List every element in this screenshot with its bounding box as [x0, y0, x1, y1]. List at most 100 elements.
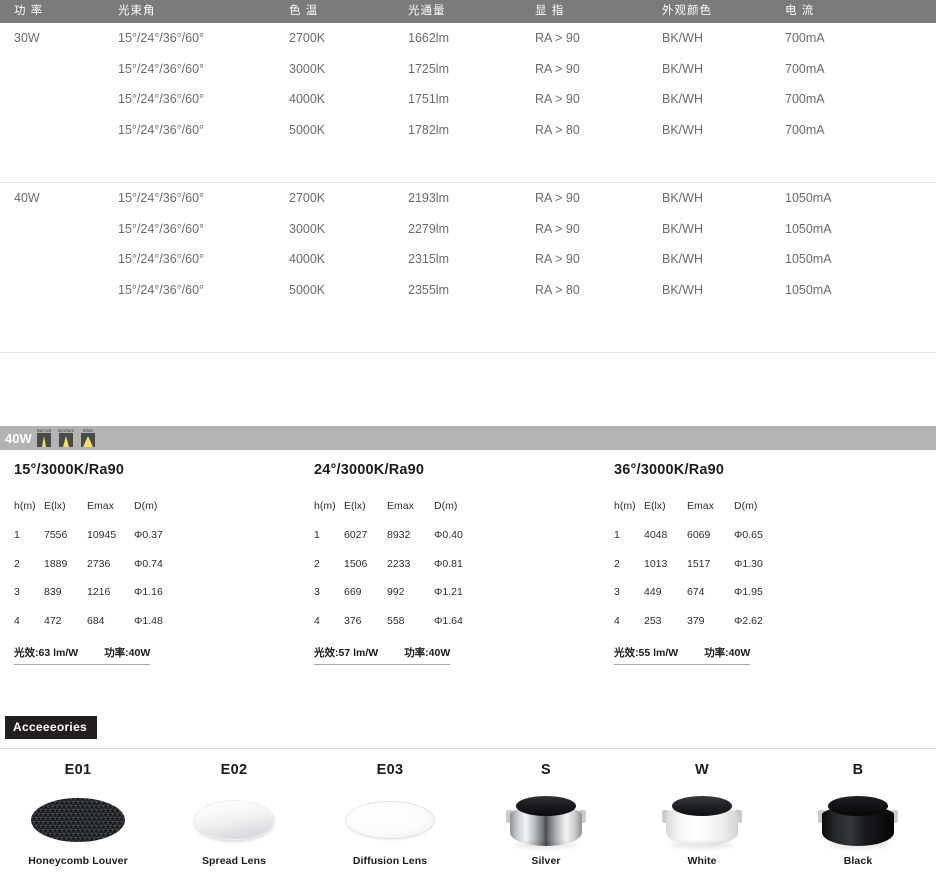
photometric-cell: 3 [14, 586, 20, 598]
photometric-cell: 6027 [344, 529, 368, 541]
photometric-cell: Φ1.48 [134, 614, 163, 627]
spec-column-header-4: 显 指 [535, 5, 565, 17]
accessory-name: Diffusion Lens [352, 855, 428, 867]
spec-cell-cri: RA > 90 [535, 92, 580, 106]
spec-cell-cct: 4000K [289, 92, 326, 106]
photometric-cell: 558 [387, 614, 405, 627]
photometric-col-header-0: h(m) [314, 500, 336, 512]
accessory-name: Honeycomb Louver [28, 855, 128, 867]
spec-cell-cct: 5000K [289, 122, 326, 137]
spec-cell-cri: RA > 90 [535, 221, 580, 236]
spec-group-gap [0, 145, 936, 183]
photometric-col-header-3: D(m) [434, 500, 458, 512]
power-value: 功率:40W [404, 647, 451, 659]
accessory-item-e03[interactable]: E03 Diffusion Lens [312, 756, 468, 874]
spec-cell-color: BK/WH [662, 282, 703, 297]
photometric-cell: 3 [314, 586, 320, 598]
photometric-title: 15°/3000K/Ra90 [14, 462, 125, 478]
reflector-shadow [826, 842, 890, 848]
beam-narrow-icon [37, 433, 51, 447]
spec-cell-current: 700mA [785, 122, 825, 137]
photometric-block-2: 36°/3000K/Ra90 h(m) E(lx) Emax D(m) 1 4048 6069… [614, 462, 786, 665]
photometric-cell: 4 [614, 614, 620, 627]
photometric-cell: Φ1.21 [434, 586, 463, 598]
photometric-cell: Φ2.62 [734, 614, 763, 627]
beam-group-narrow: Narrow [33, 428, 55, 447]
accessory-item-e02[interactable]: E02 Spread Lens [156, 756, 312, 874]
photometric-col-header-2: Emax [687, 500, 714, 512]
reflector-shape-black [816, 794, 900, 848]
spec-cell-flux: 1782lm [408, 122, 449, 137]
photometric-cell: 472 [44, 614, 62, 627]
spec-cell-flux: 1725lm [408, 61, 449, 76]
spec-cell-color: BK/WH [662, 191, 703, 205]
photometric-cell: 1517 [687, 557, 711, 570]
table-row: 1 6027 8932 Φ0.40 [314, 529, 486, 558]
photometric-cell: Φ0.40 [434, 529, 463, 541]
photometric-table: h(m) E(lx) Emax D(m) 1 7556 10945 Φ0.37 2 1889 273… [14, 500, 186, 643]
beam-label-narrow: Narrow [36, 428, 52, 433]
spec-cell-cct: 4000K [289, 252, 326, 266]
spec-cell-current: 1050mA [785, 252, 832, 266]
photometric-cell: 1216 [87, 586, 111, 598]
photometric-col-header-0: h(m) [614, 500, 636, 512]
spec-cell-cri: RA > 90 [535, 252, 580, 266]
table-row: 15°/24°/36°/60° 4000K 1751lm RA > 90 BK/WH 70… [0, 84, 936, 115]
photometric-col-header-1: E(lx) [344, 500, 366, 512]
reflector-shape-white [660, 794, 744, 848]
table-row: 15°/24°/36°/60° 5000K 2355lm RA > 80 BK/WH 10… [0, 275, 936, 306]
table-row: 40W 15°/24°/36°/60° 2700K 2193lm RA > 90 BK/W… [0, 183, 936, 214]
diffusion-lens-icon [312, 791, 468, 849]
spec-cell-flux: 2315lm [408, 252, 449, 266]
spec-cell-color: BK/WH [662, 31, 703, 45]
spec-cell-flux: 2355lm [408, 282, 449, 297]
reflector-spring-clip-left [506, 810, 513, 823]
honeycomb-disc-shape [31, 798, 125, 842]
photometric-col-header-1: E(lx) [644, 500, 666, 512]
photometric-cell: 4 [314, 614, 320, 627]
spec-table-body: 30W 15°/24°/36°/60° 2700K 1662lm RA > 90 BK/W… [0, 23, 936, 353]
spec-column-header-5: 外观颜色 [662, 5, 712, 17]
power-value: 功率:40W [104, 647, 151, 659]
photometric-cell: 253 [644, 614, 662, 627]
table-row: 4 472 684 Φ1.48 [14, 615, 186, 644]
spec-cell-current: 1050mA [785, 282, 832, 297]
beam-cone-shape [83, 436, 93, 447]
spec-cell-beam: 15°/24°/36°/60° [118, 92, 205, 106]
power-bar-label: 40W [5, 431, 32, 446]
spec-cell-beam: 15°/24°/36°/60° [118, 31, 205, 45]
spec-cell-beam: 15°/24°/36°/60° [118, 191, 205, 205]
table-row: 15°/24°/36°/60° 3000K 2279lm RA > 90 BK/WH 10… [0, 214, 936, 245]
table-row: 15°/24°/36°/60° 5000K 1782lm RA > 80 BK/WH 70… [0, 115, 936, 146]
table-row: 1 4048 6069 Φ0.65 [614, 529, 786, 558]
reflector-spring-clip-left [662, 810, 669, 823]
accessory-item-b[interactable]: B Black [780, 756, 936, 874]
spec-cell-flux: 2279lm [408, 221, 449, 236]
photometric-cell: 1506 [344, 557, 368, 570]
photometric-col-header-2: Emax [87, 500, 114, 512]
spec-cell-beam: 15°/24°/36°/60° [118, 122, 205, 137]
photometric-cell: Φ0.81 [434, 557, 463, 570]
table-row: 15°/24°/36°/60° 4000K 2315lm RA > 90 BK/WH 10… [0, 244, 936, 275]
accessory-item-e01[interactable]: E01 Honeycomb Louver [0, 756, 156, 874]
silver-reflector-icon [468, 791, 624, 849]
spec-cell-beam: 15°/24°/36°/60° [118, 221, 205, 236]
accessory-code: W [695, 762, 709, 778]
accessory-item-s[interactable]: S Silver [468, 756, 624, 874]
spec-cell-color: BK/WH [662, 122, 703, 137]
photometric-footer: 光效:57 lm/W 功率:40W [314, 643, 451, 665]
spec-column-header-3: 光通量 [408, 5, 446, 17]
beam-cone-shape [42, 436, 46, 447]
table-row: 15°/24°/36°/60° 3000K 1725lm RA > 90 BK/WH 70… [0, 54, 936, 85]
accessory-item-w[interactable]: W White [624, 756, 780, 874]
spec-group-gap [0, 305, 936, 343]
photometric-col-header-3: D(m) [734, 500, 758, 512]
black-reflector-icon [780, 791, 936, 849]
spec-cell-cct: 3000K [289, 61, 326, 76]
photometric-cell: 2736 [87, 557, 111, 570]
beam-cone-shape [63, 436, 69, 447]
accessories-section-label: Acceeeories [5, 716, 98, 739]
spec-cell-current: 1050mA [785, 191, 832, 205]
spec-divider-1 [0, 352, 936, 353]
